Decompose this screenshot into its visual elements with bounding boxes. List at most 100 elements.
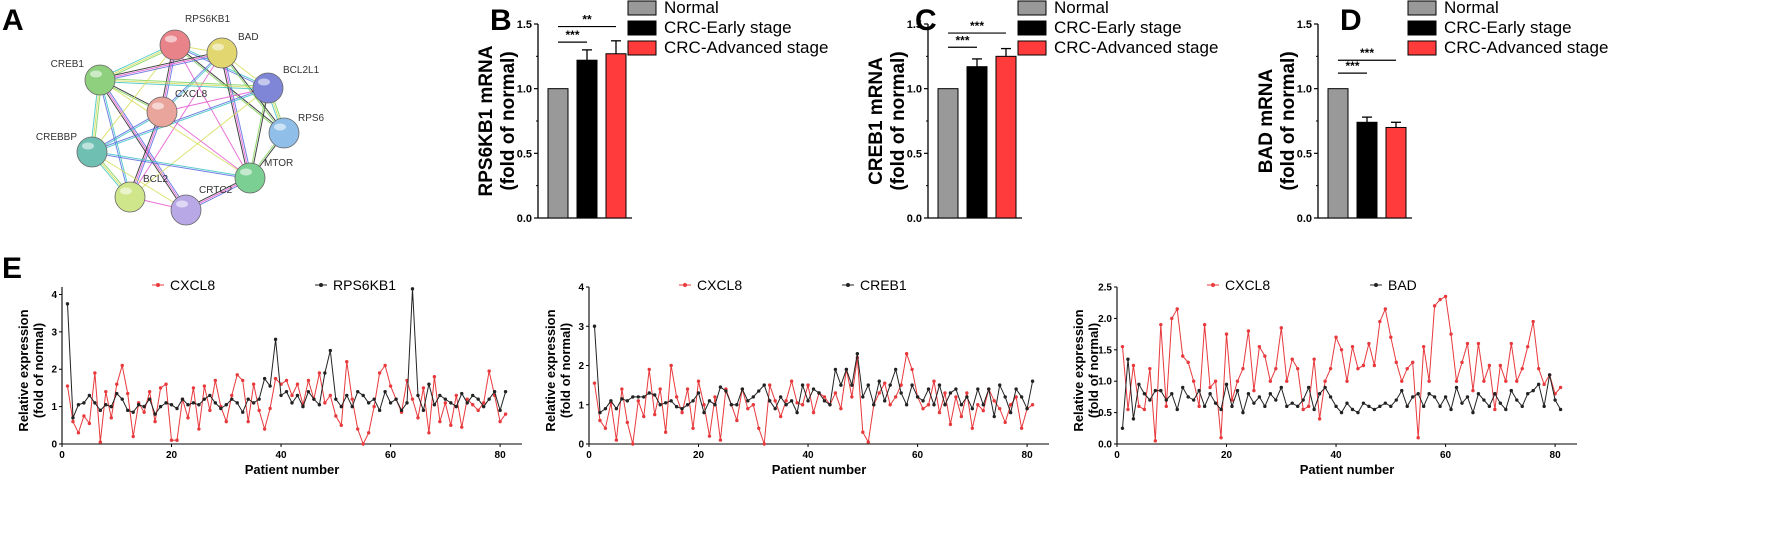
data-point [142,404,146,409]
data-point [153,412,157,416]
data-point [899,383,903,387]
data-point [224,419,228,424]
network-edge [99,81,268,91]
data-point [1515,379,1519,383]
network-node [84,64,116,96]
node-highlight [212,43,224,51]
node-highlight [176,200,188,208]
data-point [1241,410,1245,415]
data-point [454,393,458,398]
network-edge [161,87,269,113]
data-point [1394,360,1398,365]
data-point [306,378,311,383]
x-tick-label: 20 [1221,450,1233,461]
data-point [1531,388,1535,393]
data-point [1345,401,1349,405]
data-point [1213,379,1218,383]
data-point [926,403,931,407]
data-point [1164,398,1168,402]
data-point [1019,395,1024,399]
data-point [795,410,799,415]
data-point [592,324,597,328]
data-point [735,403,739,407]
data-point [246,397,250,401]
data-point [844,367,849,372]
data-point [1186,395,1190,399]
data-point [481,401,486,405]
legend-swatch-2 [627,40,657,56]
data-point [762,383,766,387]
data-point [383,389,387,394]
data-point [191,401,196,405]
data-point [1197,404,1201,409]
data-point [1014,395,1018,399]
data-point [1526,344,1530,349]
data-point [273,376,278,381]
data-point [1460,360,1464,365]
y-tick-label: 1.0 [1098,377,1112,388]
data-point [685,403,690,407]
data-point [1252,388,1256,393]
data-point [910,383,914,387]
data-point [620,387,624,391]
data-point [746,399,750,403]
data-point [1356,410,1360,415]
x-tick-label: 60 [1440,450,1452,461]
data-point [1405,366,1409,371]
data-point [169,403,174,407]
data-point [498,408,502,413]
data-point [372,404,376,409]
data-point [1230,404,1234,409]
data-point [1159,388,1163,393]
data-point [603,426,608,430]
data-point [614,438,619,442]
data-point [82,414,86,418]
data-point [680,406,684,411]
data-point [1438,297,1442,302]
legend-label: CXCL8 [170,277,215,293]
data-point [224,403,228,407]
x-axis-title: Patient number [245,462,340,477]
data-point [1383,307,1388,311]
data-point [454,404,458,409]
y-tick-label: 1 [578,400,584,411]
data-point [932,379,936,383]
data-point [1014,387,1018,391]
x-axis-title: Patient number [772,462,867,477]
data-point [1520,366,1524,371]
legend-label: BAD [1388,277,1417,293]
data-point [1159,322,1163,327]
data-point [970,406,975,411]
y-tick-label: 0.0 [1297,213,1312,225]
y-tick-label: 1.5 [517,19,532,31]
legend-swatch-2 [1017,40,1047,56]
data-point [691,399,695,403]
data-point [735,418,739,423]
data-point [861,430,865,434]
network-node [268,117,300,149]
network-edge [91,44,176,153]
data-point [1526,392,1530,396]
y-tick-label: 2 [51,365,57,376]
network-edge [92,150,251,178]
y-tick-label: 4 [51,290,57,301]
legend-label: CXCL8 [1225,277,1270,293]
data-point [1476,341,1481,346]
data-point [1317,392,1322,396]
data-point [976,403,980,407]
data-point [768,383,772,387]
data-point [191,386,196,390]
data-point [932,403,936,407]
data-point [1263,404,1267,409]
network-edge [98,80,186,212]
network-node [146,96,178,128]
network-node-label: CRTC2 [199,185,233,196]
data-point [317,371,322,375]
legend-swatch-0 [1407,0,1437,16]
data-point [1191,379,1196,383]
data-point [987,387,991,391]
data-point [789,399,794,403]
y-tick-label: 2 [578,361,584,372]
data-point [1487,363,1492,368]
data-point [1312,407,1316,412]
